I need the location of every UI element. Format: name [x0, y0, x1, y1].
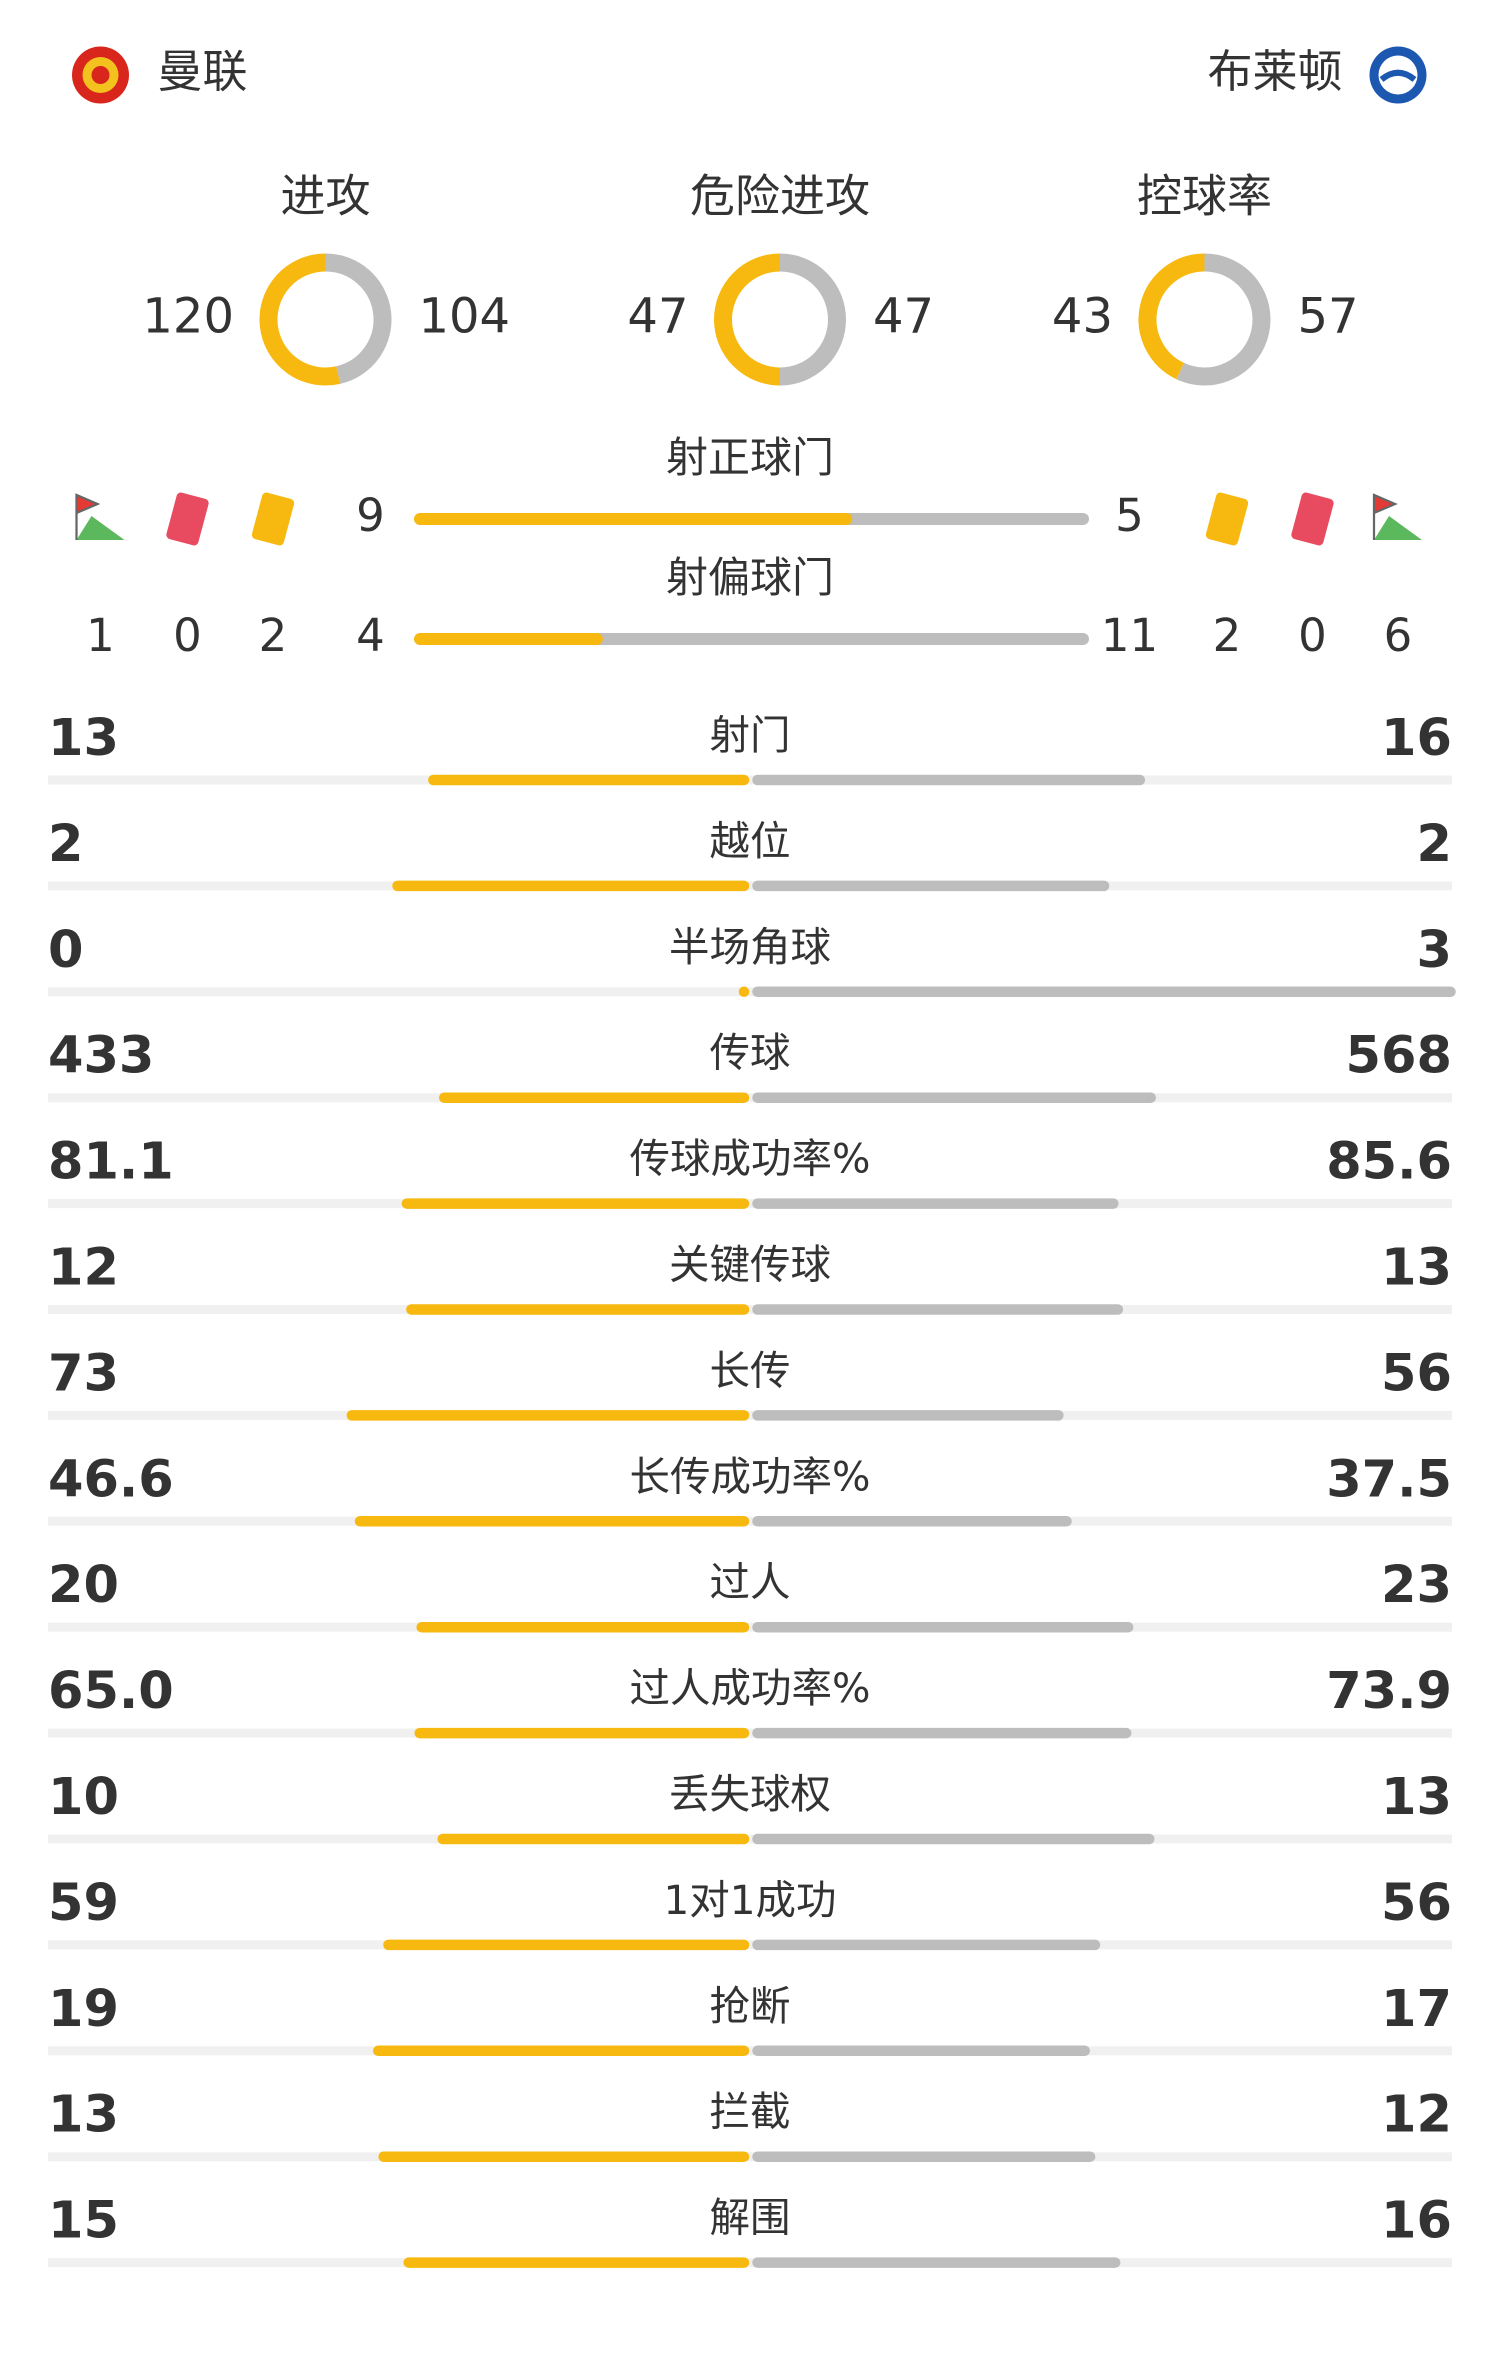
home-corners-count: 1: [86, 609, 115, 662]
ring-home-arc: [714, 253, 781, 386]
stat-home-value: 59: [48, 1874, 119, 1933]
ring-home-arc: [259, 253, 341, 386]
stat-label: 射门: [710, 711, 791, 759]
stat-home-value: 2: [48, 815, 83, 874]
corner-flag: [1372, 493, 1398, 540]
ring-away-value: 57: [1297, 288, 1358, 344]
stat-home-value: 15: [48, 2192, 119, 2251]
ring-away-value: 47: [873, 288, 934, 344]
stat-label: 长传: [710, 1346, 791, 1394]
stat-home-value: 13: [48, 709, 119, 768]
corner-icon: [1373, 515, 1422, 540]
stat-label: 过人: [710, 1558, 791, 1606]
home-red-count: 0: [173, 609, 202, 662]
stat-away-value: 23: [1381, 1556, 1452, 1615]
stat-home-value: 13: [48, 2086, 119, 2145]
stat-label: 半场角球: [669, 923, 831, 971]
shot-label: 射正球门: [666, 433, 834, 482]
stat-away-value: 85.6: [1326, 1133, 1452, 1192]
away-red-count: 0: [1298, 609, 1327, 662]
stat-away-value: 13: [1381, 1238, 1452, 1297]
stat-away-value: 56: [1381, 1344, 1452, 1403]
ring-home-value: 47: [627, 288, 688, 344]
stat-home-value: 81.1: [48, 1133, 174, 1192]
stat-home-value: 0: [48, 921, 83, 980]
stat-label: 关键传球: [669, 1240, 831, 1288]
home-logo: [72, 46, 130, 104]
ring-home-value: 43: [1052, 288, 1113, 344]
stat-home-value: 73: [48, 1344, 119, 1403]
stat-home-value: 19: [48, 1980, 119, 2039]
shot-home-value: 4: [356, 609, 385, 662]
shot-away-value: 5: [1115, 489, 1144, 542]
stat-label: 传球成功率%: [630, 1135, 871, 1183]
away-logo: [1369, 46, 1427, 104]
away-yellow-count: 2: [1213, 609, 1242, 662]
stat-away-value: 17: [1381, 1980, 1452, 2039]
shot-label: 射偏球门: [666, 553, 834, 602]
ring-label: 危险进攻: [690, 169, 870, 222]
ring-label: 进攻: [281, 169, 371, 222]
stat-label: 长传成功率%: [630, 1452, 871, 1500]
stat-away-value: 568: [1346, 1027, 1452, 1086]
stat-away-value: 16: [1381, 2192, 1452, 2251]
ring-label: 控球率: [1137, 169, 1272, 222]
ring-home-value: 120: [142, 288, 234, 344]
stat-home-value: 12: [48, 1238, 119, 1297]
away-corners-count: 6: [1384, 609, 1413, 662]
stat-home-value: 10: [48, 1768, 119, 1827]
stat-home-value: 20: [48, 1556, 119, 1615]
stat-away-value: 13: [1381, 1768, 1452, 1827]
stat-label: 抢断: [710, 1982, 791, 2030]
home-team: 曼联: [158, 45, 248, 98]
stat-home-value: 65.0: [48, 1662, 174, 1721]
yellow-card-icon: [1205, 492, 1249, 546]
stat-home-value: 46.6: [48, 1450, 174, 1509]
stat-home-value: 433: [48, 1027, 154, 1086]
ring-away-arc: [779, 253, 846, 386]
shot-away-value: 11: [1101, 609, 1158, 662]
stat-away-value: 16: [1381, 709, 1452, 768]
stat-away-value: 12: [1381, 2086, 1452, 2145]
stat-away-value: 56: [1381, 1874, 1452, 1933]
away-team: 布莱顿: [1208, 45, 1343, 98]
home-yellow-count: 2: [259, 609, 288, 662]
stat-away-value: 73.9: [1326, 1662, 1452, 1721]
stat-label: 解围: [710, 2194, 791, 2242]
yellow-card-icon: [251, 492, 295, 546]
ring-home-arc: [1138, 253, 1205, 380]
stat-label: 拦截: [710, 2088, 791, 2136]
stat-label: 过人成功率%: [630, 1664, 871, 1712]
stat-away-value: 3: [1417, 921, 1452, 980]
stat-label: 传球: [710, 1029, 791, 1077]
stat-label: 丢失球权: [669, 1770, 831, 1818]
stat-away-value: 37.5: [1326, 1450, 1452, 1509]
red-card-icon: [166, 492, 209, 546]
shot-home-value: 9: [356, 489, 385, 542]
ring-away-value: 104: [419, 288, 511, 344]
stat-away-value: 2: [1417, 815, 1452, 874]
stat-label: 1对1成功: [664, 1876, 837, 1924]
stat-label: 越位: [710, 817, 791, 865]
red-card-icon: [1291, 492, 1334, 546]
corner-flag: [75, 493, 101, 540]
corner-icon: [76, 515, 125, 540]
ring-away-arc: [325, 253, 392, 384]
ring-away-arc: [1176, 253, 1271, 386]
